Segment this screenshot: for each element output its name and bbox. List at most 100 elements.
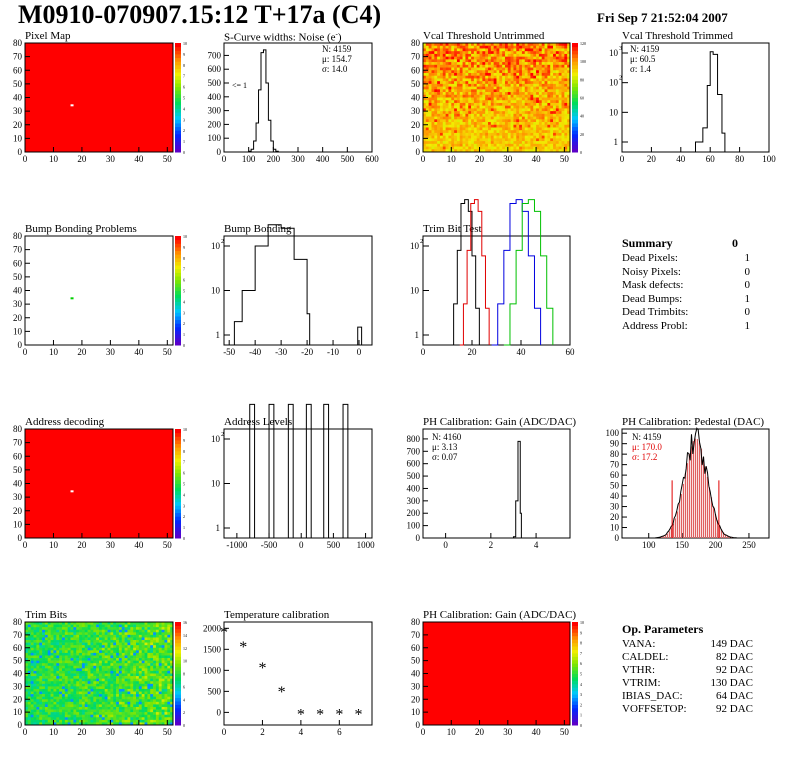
heatmap-cell bbox=[39, 717, 43, 721]
heatmap-cell bbox=[59, 673, 63, 677]
heatmap-cell bbox=[158, 665, 162, 669]
summary-row-value: 1 bbox=[744, 292, 751, 305]
heatmap-cell bbox=[84, 706, 88, 710]
heatmap-cell bbox=[516, 138, 520, 142]
heatmap-cell bbox=[442, 146, 446, 150]
x-tick-label: 0 bbox=[421, 727, 426, 737]
heatmap-cell bbox=[516, 132, 520, 136]
heatmap-cell bbox=[93, 660, 97, 664]
heatmap-cell bbox=[138, 712, 142, 715]
heatmap-cell bbox=[133, 701, 137, 705]
pedestal-fill bbox=[674, 518, 676, 538]
heatmap-cell bbox=[488, 97, 492, 101]
heatmap-cell bbox=[44, 706, 49, 710]
heatmap-cell bbox=[442, 81, 446, 85]
temperature-point: * bbox=[316, 706, 324, 723]
heatmap-cell bbox=[138, 663, 142, 667]
heatmap-cell bbox=[141, 652, 145, 656]
heatmap-cell bbox=[44, 712, 49, 715]
heatmap-cell bbox=[96, 655, 100, 659]
heatmap-cell bbox=[533, 135, 537, 139]
heatmap-cell bbox=[482, 70, 486, 74]
heatmap-cell bbox=[113, 645, 117, 649]
heatmap-cell bbox=[133, 665, 137, 669]
heatmap-cell bbox=[42, 681, 46, 685]
heatmap-cell bbox=[555, 97, 559, 101]
heatmap-cell bbox=[147, 629, 151, 633]
heatmap-cell bbox=[561, 56, 565, 60]
color-scale-cell bbox=[572, 680, 578, 685]
heatmap-cell bbox=[84, 694, 88, 697]
y-tick-label: 0 bbox=[416, 147, 421, 157]
heatmap-cell bbox=[27, 670, 31, 674]
y-tick-label: 10 bbox=[410, 286, 420, 296]
heatmap-cell bbox=[431, 43, 435, 47]
heatmap-cell bbox=[167, 701, 171, 705]
heatmap-cell bbox=[564, 72, 568, 76]
heatmap-cell bbox=[510, 53, 514, 57]
heatmap-cell bbox=[93, 676, 97, 679]
heatmap-cell bbox=[482, 111, 486, 115]
heatmap-cell bbox=[468, 94, 472, 98]
heatmap-cell bbox=[56, 704, 60, 708]
heatmap-cell bbox=[550, 51, 554, 55]
heatmap-cell bbox=[47, 642, 51, 646]
heatmap-cell bbox=[482, 108, 486, 112]
heatmap-cell bbox=[144, 663, 148, 667]
heatmap-cell bbox=[67, 673, 71, 677]
heatmap-cell bbox=[513, 97, 517, 101]
heatmap-cell bbox=[482, 116, 486, 120]
heatmap-cell bbox=[442, 124, 446, 128]
address-level-peak bbox=[342, 403, 349, 538]
heatmap-cell bbox=[147, 712, 151, 715]
heatmap-cell bbox=[496, 119, 500, 123]
heatmap-cell bbox=[47, 717, 51, 721]
heatmap-cell bbox=[124, 681, 128, 685]
pedestal-fill bbox=[700, 448, 703, 538]
heatmap-cell bbox=[454, 67, 458, 71]
heatmap-cell bbox=[558, 105, 562, 109]
heatmap-cell bbox=[101, 712, 105, 715]
color-scale-label: 9 bbox=[183, 438, 185, 443]
color-scale-label: 0 bbox=[183, 723, 185, 728]
heatmap-cell bbox=[118, 647, 123, 651]
heatmap-cell bbox=[167, 655, 171, 659]
heatmap-cell bbox=[558, 119, 562, 123]
op-param-label: VTRIM: bbox=[622, 677, 661, 689]
heatmap-cell bbox=[147, 640, 151, 643]
color-scale-cell bbox=[175, 670, 181, 674]
heatmap-cell bbox=[67, 634, 71, 638]
heatmap-cell bbox=[161, 712, 165, 715]
heatmap-cell bbox=[118, 652, 123, 656]
heatmap-cell bbox=[476, 119, 480, 123]
heatmap-cell bbox=[510, 86, 514, 90]
heatmap-cell bbox=[425, 97, 429, 101]
heatmap-cell bbox=[56, 647, 60, 651]
heatmap-cell bbox=[553, 64, 557, 68]
heatmap-cell bbox=[64, 668, 68, 672]
heatmap-cell bbox=[155, 709, 160, 713]
heatmap-cell bbox=[124, 637, 128, 641]
heatmap-cell bbox=[499, 97, 503, 101]
heatmap-cell bbox=[141, 668, 145, 672]
heatmap-cell bbox=[439, 119, 444, 123]
color-scale-cell bbox=[175, 519, 181, 524]
heatmap-cell bbox=[70, 629, 74, 633]
heatmap-cell bbox=[451, 105, 455, 109]
heatmap-cell bbox=[147, 637, 151, 641]
heatmap-cell bbox=[558, 146, 562, 150]
heatmap-cell bbox=[547, 127, 551, 131]
heatmap-cell bbox=[434, 100, 438, 104]
heatmap-cell bbox=[62, 683, 66, 687]
heatmap-cell bbox=[434, 135, 438, 139]
stats-line: N: 4159 bbox=[632, 432, 662, 442]
heatmap-cell bbox=[558, 51, 562, 55]
heatmap-cell bbox=[533, 132, 537, 136]
heatmap-cell bbox=[144, 629, 148, 633]
heatmap-cell bbox=[39, 699, 43, 703]
heatmap-cell bbox=[90, 652, 94, 656]
heatmap-cell bbox=[533, 86, 537, 90]
heatmap-cell bbox=[519, 78, 523, 82]
heatmap-cell bbox=[437, 149, 441, 153]
